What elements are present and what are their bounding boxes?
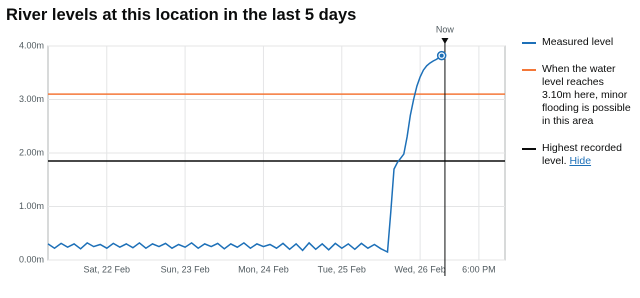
legend-key [522,148,536,150]
y-tick-label: 3.00m [19,94,44,104]
legend-key [522,69,536,71]
y-tick-label: 1.00m [19,201,44,211]
y-tick-label: 2.00m [19,147,44,157]
legend-label: Measured level [542,36,614,48]
legend-entry: Highest recorded level. Hide [522,142,634,168]
chart: 0.00m 1.00m 2.00m 3.00m 4.00m Sat, 22 Feb Sun,… [19,24,506,276]
legend-label: Highest recorded level. [542,142,622,167]
legend-entry: When the water level reaches 3.10m here,… [522,63,634,128]
chart-title: River levels at this location in the las… [6,6,357,24]
legend-entry: Measured level [522,36,634,49]
legend-label: When the water level reaches 3.10m here,… [542,63,631,127]
y-tick-label: 4.00m [19,40,44,50]
x-tick-label: Sat, 22 Feb [83,264,130,274]
x-tick-label: Sun, 23 Feb [161,264,210,274]
hide-link[interactable]: Hide [569,155,592,167]
measured-line [47,55,443,254]
latest-point-dot [439,53,444,58]
legend-key [522,42,536,44]
x-tick-label: Tue, 25 Feb [318,264,366,274]
x-tick-label: 6:00 PM [462,264,496,274]
legend: Measured level When the water level reac… [522,36,634,182]
now-label: Now [436,24,455,34]
now-marker [441,38,449,44]
x-tick-label: Mon, 24 Feb [238,264,289,274]
x-tick-label: Wed, 26 Feb [394,264,445,274]
y-tick-label: 0.00m [19,254,44,264]
